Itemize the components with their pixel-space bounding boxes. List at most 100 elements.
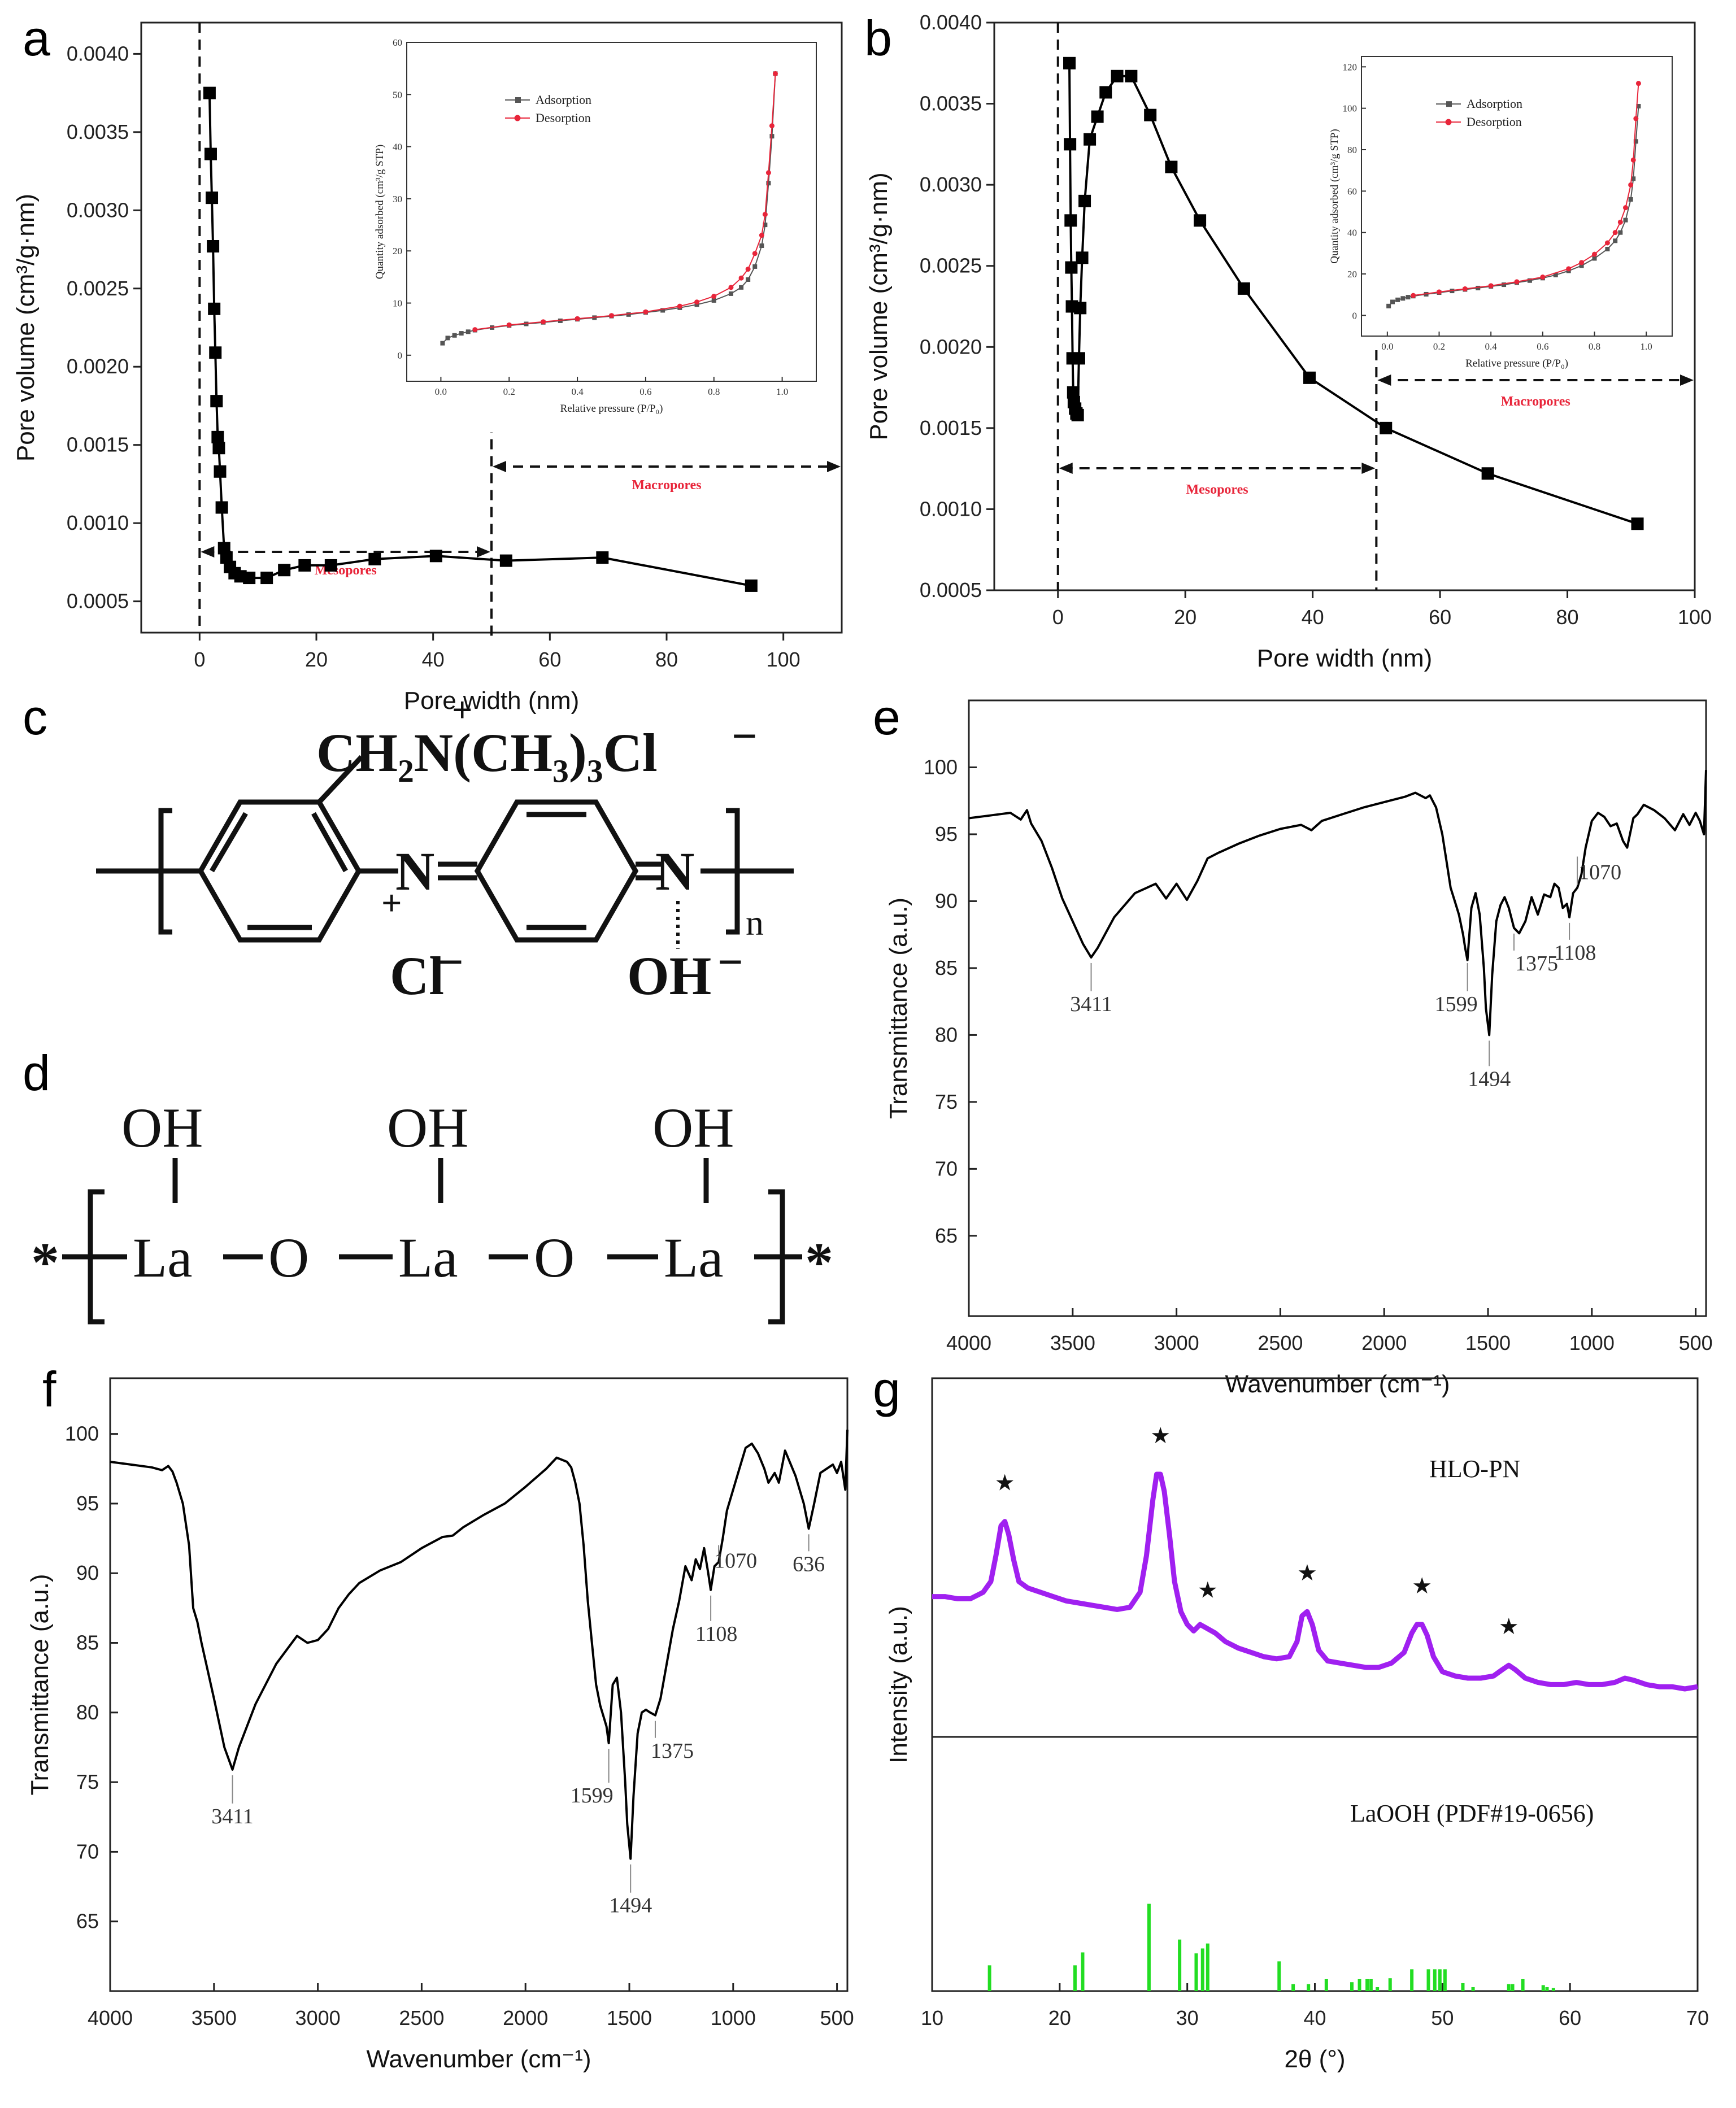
b-data-point: [1631, 517, 1644, 530]
e-annotation-label: 1494: [1468, 1067, 1511, 1091]
g-ylabel: Intensity (a.u.): [885, 1606, 912, 1763]
f-annotation-label: 636: [793, 1552, 825, 1576]
a-inset-point-desorption: [765, 170, 771, 176]
b-inset-point-adsorption: [1613, 238, 1618, 243]
b-inset-point-desorption: [1514, 279, 1520, 285]
a-xtick-label: 20: [305, 648, 328, 671]
chem-c-n-left: N: [395, 841, 434, 901]
a-inset-point-desorption: [643, 309, 649, 315]
f-ytick-label: 100: [65, 1422, 99, 1445]
b-data-point: [1076, 251, 1089, 264]
e-annotation-label: 1375: [1515, 952, 1558, 975]
a-inset-point-adsorption: [763, 223, 768, 228]
a-data-point: [220, 551, 233, 564]
f-xlabel: Wavenumber (cm⁻¹): [366, 2045, 591, 2073]
a-inset-xtick-label: 0.2: [503, 386, 515, 397]
b-inset-point-adsorption: [1386, 303, 1391, 308]
b-inset-point-desorption: [1635, 81, 1641, 86]
chem-d-o-1: O: [268, 1226, 309, 1289]
b-inset-ytick-label: 60: [1347, 186, 1357, 197]
a-legend-label-0: Adsorption: [536, 93, 591, 107]
f-annotation-label: 3411: [211, 1805, 254, 1828]
e-xtick-label: 1500: [1465, 1331, 1511, 1354]
a-xtick-label: 40: [422, 648, 445, 671]
f-xtick-label: 4000: [88, 2006, 133, 2029]
b-inset-ylabel: Quantity adsorbed (cm³/g STP): [1329, 129, 1341, 263]
a-ytick-label: 0.0020: [67, 355, 129, 378]
b-inset-ytick-label: 0: [1352, 310, 1358, 321]
a-inset-frame: [406, 42, 817, 382]
b-data-point: [1111, 69, 1124, 82]
chem-d-la-3: La: [664, 1226, 723, 1289]
quinoid-ring: [474, 799, 639, 943]
b-inset-point-adsorption: [1631, 176, 1636, 181]
chem-c-minus-top: −: [732, 712, 758, 761]
b-inset-ytick-label: 100: [1343, 103, 1358, 114]
chem-d-oh-3: OH: [652, 1096, 734, 1159]
g-peak-star: ★: [1198, 1578, 1218, 1604]
a-inset-point-adsorption: [465, 329, 471, 334]
b-legend-marker-1: [1445, 119, 1452, 125]
chart-e-ftir: 4000 3500 3000 2500 2000 1500 1000 500 65 70 75 80 8…: [885, 699, 1713, 1398]
a-inset-point-desorption: [609, 313, 614, 319]
b-inset-point-desorption: [1592, 251, 1597, 257]
g-xtick-label: 70: [1686, 2006, 1709, 2029]
b-inset-ytick-label: 120: [1343, 62, 1358, 72]
b-legend-label-1: Desorption: [1467, 115, 1522, 129]
a-inset-ylabel: Quantity adsorbed (cm³/g STP): [374, 145, 386, 279]
a-meso-arrowhead-r: [477, 546, 490, 558]
a-inset-point-adsorption: [445, 336, 450, 341]
b-data-point: [1303, 371, 1316, 384]
b-inset-point-desorption: [1488, 283, 1494, 289]
g-xtick-label: 30: [1176, 2006, 1199, 2029]
b-inset-xtick-label: 0.8: [1589, 341, 1600, 352]
panel-label-d: d: [23, 1045, 50, 1101]
b-xtick-label: 80: [1556, 606, 1579, 629]
b-inset-point-adsorption: [1592, 256, 1597, 261]
a-inset-point-desorption: [711, 294, 717, 299]
f-ytick-label: 70: [76, 1840, 99, 1863]
a-data-point: [207, 240, 220, 252]
f-ytick-label: 65: [76, 1910, 99, 1933]
benzene-ring: [197, 799, 362, 943]
e-frame: [968, 699, 1707, 1317]
panel-label-f: f: [42, 1361, 56, 1417]
e-xtick-label: 500: [1679, 1331, 1713, 1354]
a-ytick-label: 0.0040: [67, 42, 129, 65]
g-xtick-label: 60: [1559, 2006, 1581, 2029]
b-inset-point-desorption: [1604, 240, 1610, 246]
a-inset-ytick-label: 30: [393, 194, 402, 204]
chart-g-xrd: 10 20 30 40 50 60 70 2θ (°) Intensity (a.u.) ★ ★ ★ ★…: [885, 1377, 1709, 2073]
a-inset-point-adsorption: [728, 291, 733, 296]
f-ytick-label: 90: [76, 1561, 99, 1584]
e-ytick-label: 100: [924, 755, 958, 778]
b-data-point: [1063, 56, 1076, 69]
f-xtick-label: 500: [820, 2006, 854, 2029]
g-xtick-label: 40: [1303, 2006, 1326, 2029]
b-xlabel: Pore width (nm): [1257, 644, 1433, 672]
b-inset-frame: [1361, 56, 1673, 337]
b-ytick-label: 0.0010: [920, 497, 982, 520]
f-ylabel: Transmittance (a.u.): [26, 1574, 54, 1795]
a-inset-series-desorption: [475, 73, 776, 330]
b-data-point: [1071, 408, 1084, 421]
chem-d-la-1: La: [133, 1226, 192, 1289]
a-inset-point-desorption: [759, 233, 764, 238]
b-inset-point-adsorption: [1618, 230, 1623, 235]
a-inset-point-adsorption: [766, 181, 771, 186]
b-inset-point-desorption: [1628, 182, 1634, 188]
panel-label-g: g: [873, 1361, 900, 1417]
b-meso-arrowhead-r: [1361, 463, 1376, 474]
a-xtick-label: 60: [538, 648, 561, 671]
b-inset-point-desorption: [1630, 157, 1636, 163]
chem-c-top-group: CH₂N(CH₃)₃Cl: [316, 722, 658, 783]
f-ytick-label: 75: [76, 1770, 99, 1793]
a-inset-point-adsorption: [746, 277, 751, 282]
g-peak-star: ★: [1412, 1573, 1432, 1599]
e-ytick-label: 85: [935, 956, 958, 979]
b-data-point: [1481, 467, 1494, 480]
e-xtick-label: 2500: [1258, 1331, 1303, 1354]
a-data-point: [206, 191, 219, 204]
e-ytick-label: 70: [935, 1157, 958, 1180]
